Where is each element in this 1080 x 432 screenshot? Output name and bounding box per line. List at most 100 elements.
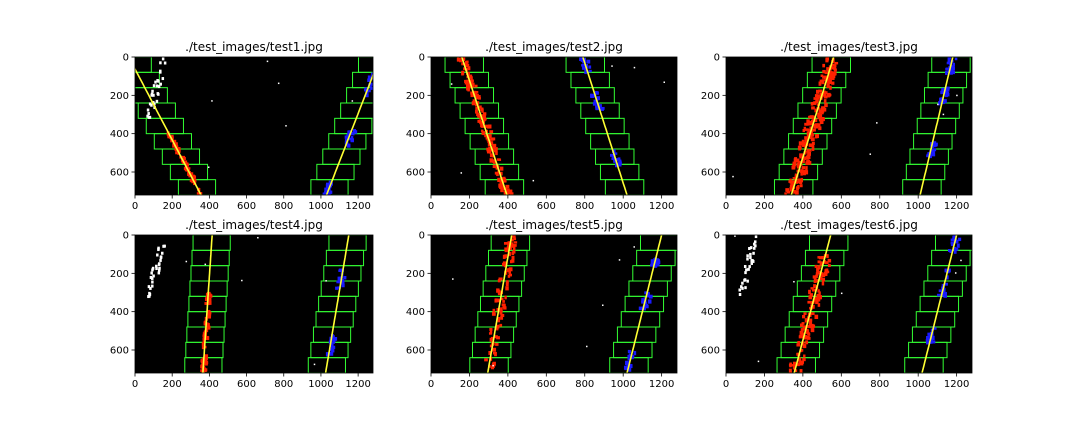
right-lane-pixel bbox=[647, 299, 652, 304]
noise-pixel bbox=[753, 246, 756, 250]
left-lane-pixel bbox=[826, 254, 829, 259]
left-lane-pixel bbox=[792, 177, 796, 180]
right-lane-pixel bbox=[947, 268, 951, 273]
left-lane-pixel bbox=[196, 192, 200, 195]
right-lane-pixel bbox=[952, 235, 956, 240]
left-lane-pixel bbox=[494, 335, 498, 339]
noise-pixel bbox=[492, 364, 494, 367]
right-lane-pixel bbox=[598, 104, 602, 109]
right-lane-pixel bbox=[638, 306, 643, 311]
subplot-4: ./test_images/test4.jpg 0 200 400 600 800 1000… bbox=[110, 218, 374, 390]
noise-pixel bbox=[746, 257, 749, 261]
left-lane-pixel bbox=[497, 299, 501, 303]
noise-pixel bbox=[159, 255, 163, 259]
axes-frame bbox=[725, 234, 973, 374]
left-lane-pixel bbox=[823, 271, 828, 276]
x-tick-label: 200 bbox=[755, 379, 774, 390]
right-lane-pixel bbox=[370, 86, 373, 90]
noise-pixel bbox=[151, 276, 154, 280]
right-lane-pixel bbox=[949, 249, 953, 253]
right-lane-pixel bbox=[943, 291, 947, 296]
left-lane-pixel bbox=[824, 269, 828, 273]
left-lane-pixel bbox=[506, 188, 510, 192]
left-lane-pixel bbox=[814, 264, 818, 268]
left-lane-pixel bbox=[821, 277, 826, 282]
noise-pixel bbox=[754, 244, 757, 248]
right-lane-pixel bbox=[324, 191, 327, 195]
left-lane-pixel bbox=[512, 244, 517, 247]
x-tick-label: 600 bbox=[832, 379, 851, 390]
right-lane-pixel bbox=[954, 57, 958, 61]
left-lane-pixel bbox=[479, 121, 483, 125]
left-lane-pixel bbox=[816, 89, 820, 94]
left-lane-pixel bbox=[806, 155, 811, 159]
right-lane-pixel bbox=[584, 70, 587, 75]
noise-pixel bbox=[152, 93, 155, 97]
left-lane-pixel bbox=[803, 126, 807, 131]
left-lane-pixel bbox=[189, 178, 193, 183]
left-lane-pixel bbox=[803, 151, 807, 155]
left-lane-pixel bbox=[800, 169, 804, 173]
noise-pixel bbox=[161, 57, 165, 61]
left-lane-pixel bbox=[206, 323, 210, 327]
left-lane-pixel bbox=[817, 303, 821, 307]
y-tick-label: 0 bbox=[714, 231, 720, 242]
subplot-title: ./test_images/test1.jpg bbox=[185, 40, 323, 54]
left-lane-pixel bbox=[477, 105, 482, 109]
left-lane-pixel bbox=[466, 71, 470, 76]
noise-pixel bbox=[257, 236, 259, 239]
noise-pixel bbox=[150, 93, 153, 97]
x-tick-label: 1200 bbox=[944, 201, 969, 212]
left-lane-pixel bbox=[824, 91, 828, 95]
left-lane-pixel bbox=[806, 336, 811, 340]
right-lane-pixel bbox=[633, 351, 637, 356]
image-content bbox=[147, 235, 367, 373]
left-lane-pixel bbox=[816, 270, 819, 274]
left-lane-pixel bbox=[799, 362, 804, 366]
left-lane-pixel bbox=[505, 282, 509, 287]
right-lane-pixel bbox=[614, 152, 618, 155]
left-lane-pixel bbox=[481, 114, 485, 118]
left-lane-pixel bbox=[813, 279, 817, 283]
noise-pixel bbox=[156, 79, 159, 83]
subplot-title: ./test_images/test5.jpg bbox=[485, 218, 623, 232]
left-lane-pixel bbox=[796, 166, 801, 169]
left-lane-pixel bbox=[490, 336, 495, 340]
left-lane-pixel bbox=[814, 94, 819, 98]
left-lane-pixel bbox=[477, 119, 482, 123]
noise-pixel bbox=[152, 84, 156, 88]
noise-pixel bbox=[748, 246, 751, 250]
left-lane-pixel bbox=[803, 334, 807, 340]
left-lane-pixel bbox=[784, 192, 787, 195]
noise-pixel bbox=[159, 69, 162, 73]
noise-pixel bbox=[211, 100, 213, 102]
noise-pixel bbox=[633, 246, 635, 248]
left-lane-pixel bbox=[832, 66, 836, 70]
y-tick-label: 600 bbox=[406, 346, 425, 357]
x-tick-label: 800 bbox=[274, 201, 293, 212]
noise-pixel bbox=[452, 278, 454, 280]
noise-pixel bbox=[158, 266, 161, 270]
noise-pixel bbox=[161, 251, 164, 255]
y-tick-label: 400 bbox=[406, 129, 425, 140]
noise-pixel bbox=[155, 99, 159, 103]
right-lane-pixel bbox=[952, 246, 957, 251]
right-lane-pixel bbox=[581, 66, 585, 70]
noise-pixel bbox=[146, 114, 149, 118]
left-lane-pixel bbox=[798, 335, 802, 339]
left-lane-pixel bbox=[505, 286, 509, 291]
right-lane-pixel bbox=[592, 102, 597, 106]
left-lane-pixel bbox=[497, 318, 501, 323]
left-lane-pixel bbox=[484, 124, 489, 128]
right-fit-line bbox=[582, 57, 628, 195]
left-lane-pixel bbox=[499, 171, 503, 176]
left-lane-pixel bbox=[830, 63, 835, 67]
left-lane-pixel bbox=[810, 102, 814, 106]
x-tick-label: 1000 bbox=[308, 379, 333, 390]
noise-pixel bbox=[149, 275, 153, 279]
right-lane-pixel bbox=[347, 137, 351, 141]
subplot-title: ./test_images/test3.jpg bbox=[780, 40, 918, 54]
right-lane-pixel bbox=[338, 269, 342, 272]
left-lane-pixel bbox=[806, 119, 810, 124]
left-lane-pixel bbox=[805, 330, 810, 334]
